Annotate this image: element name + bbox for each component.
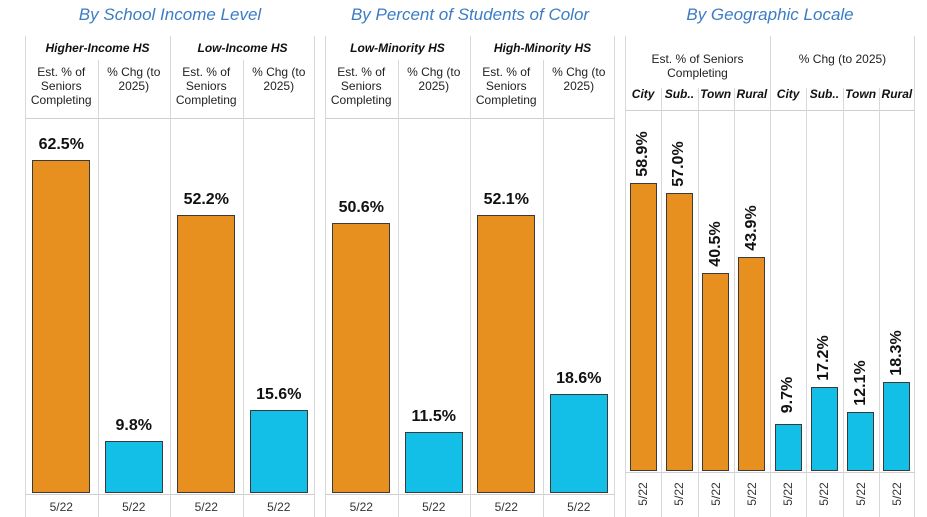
panel-title: By Percent of Students of Color [350, 5, 590, 24]
value-label: 11.5% [411, 407, 456, 425]
series-header: % Chg (to 2025) [407, 65, 461, 93]
category-label: 5/22 [744, 482, 759, 506]
value-label: 18.6% [556, 369, 602, 387]
bar [847, 411, 875, 471]
value-label: 43.9% [742, 204, 760, 251]
panel-frame [325, 36, 615, 517]
value-label: 9.8% [115, 416, 152, 434]
outer-separator [470, 36, 471, 517]
bar [738, 256, 766, 471]
panel-frame [25, 36, 315, 517]
column-separator [242, 60, 244, 517]
group-header: City [631, 87, 655, 101]
category-label: 5/22 [781, 482, 796, 506]
bar [665, 192, 693, 471]
category-label: 5/22 [349, 500, 373, 514]
panel-title: By School Income Level [78, 5, 262, 24]
value-label: 15.6% [256, 385, 302, 403]
bar [177, 214, 236, 493]
group-header: Sub.. [809, 87, 840, 101]
group-header: Town [845, 87, 877, 101]
bar [702, 273, 730, 471]
group-header: Low-Minority HS [350, 41, 445, 55]
value-label: 57.0% [670, 140, 688, 187]
category-label: 5/22 [49, 500, 73, 514]
series-header: % Chg (to 2025) [552, 65, 606, 93]
value-label: 50.6% [338, 199, 384, 217]
group-header: Town [700, 87, 732, 101]
category-label: 5/22 [567, 500, 591, 514]
value-label: 58.9% [634, 131, 652, 177]
group-header: Sub.. [664, 87, 695, 101]
group-header: Higher-Income HS [45, 41, 150, 55]
bar [883, 381, 911, 471]
group-header: High-Minority HS [493, 41, 592, 55]
value-label: 40.5% [706, 221, 724, 267]
column-separator [542, 60, 544, 517]
bar [774, 423, 802, 471]
panel-frame [625, 36, 915, 517]
category-label: 5/22 [494, 500, 518, 514]
panel-title: By Geographic Locale [686, 5, 854, 24]
value-label: 52.2% [183, 190, 229, 208]
group-header: Low-Income HS [197, 41, 288, 55]
series-header: Est. % of Seniors Completing [651, 52, 744, 80]
bar [104, 440, 163, 493]
series-header: Est. % of Seniors Completing [175, 65, 237, 107]
value-label: 9.7% [779, 376, 797, 413]
column-separator [397, 60, 399, 517]
group-header: City [776, 87, 800, 101]
column-separator [806, 88, 808, 517]
category-label: 5/22 [636, 482, 651, 506]
outer-separator [770, 36, 771, 517]
series-header: Est. % of Seniors Completing [30, 65, 92, 107]
category-label: 5/22 [672, 482, 687, 506]
series-header: Est. % of Seniors Completing [330, 65, 392, 107]
category-label: 5/22 [708, 482, 723, 506]
category-label: 5/22 [889, 482, 904, 506]
bar [629, 183, 657, 471]
outer-separator [170, 36, 171, 517]
bar [810, 386, 838, 471]
value-label: 52.1% [483, 191, 529, 209]
series-header: % Chg (to 2025) [252, 65, 306, 93]
category-label: 5/22 [122, 500, 146, 514]
category-label: 5/22 [267, 500, 291, 514]
column-separator [733, 88, 735, 517]
category-label: 5/22 [817, 482, 832, 506]
category-label: 5/22 [853, 482, 868, 506]
column-separator [842, 88, 844, 517]
bar [404, 431, 463, 493]
bar [332, 223, 391, 493]
series-header: % Chg (to 2025) [798, 52, 887, 66]
group-header: Rural [736, 87, 768, 101]
column-separator [878, 88, 880, 517]
column-separator [661, 88, 663, 517]
category-label: 5/22 [422, 500, 446, 514]
bar [477, 215, 536, 493]
group-header: Rural [881, 87, 913, 101]
column-separator [97, 60, 99, 517]
category-label: 5/22 [194, 500, 218, 514]
bar [32, 159, 91, 493]
bar [549, 393, 608, 493]
value-label: 18.3% [887, 329, 905, 376]
series-header: Est. % of Seniors Completing [475, 65, 537, 107]
value-label: 12.1% [851, 360, 869, 406]
column-separator [697, 88, 699, 517]
series-header: % Chg (to 2025) [107, 65, 161, 93]
bar [249, 409, 308, 493]
value-label: 62.5% [38, 135, 84, 153]
value-label: 17.2% [815, 335, 833, 381]
